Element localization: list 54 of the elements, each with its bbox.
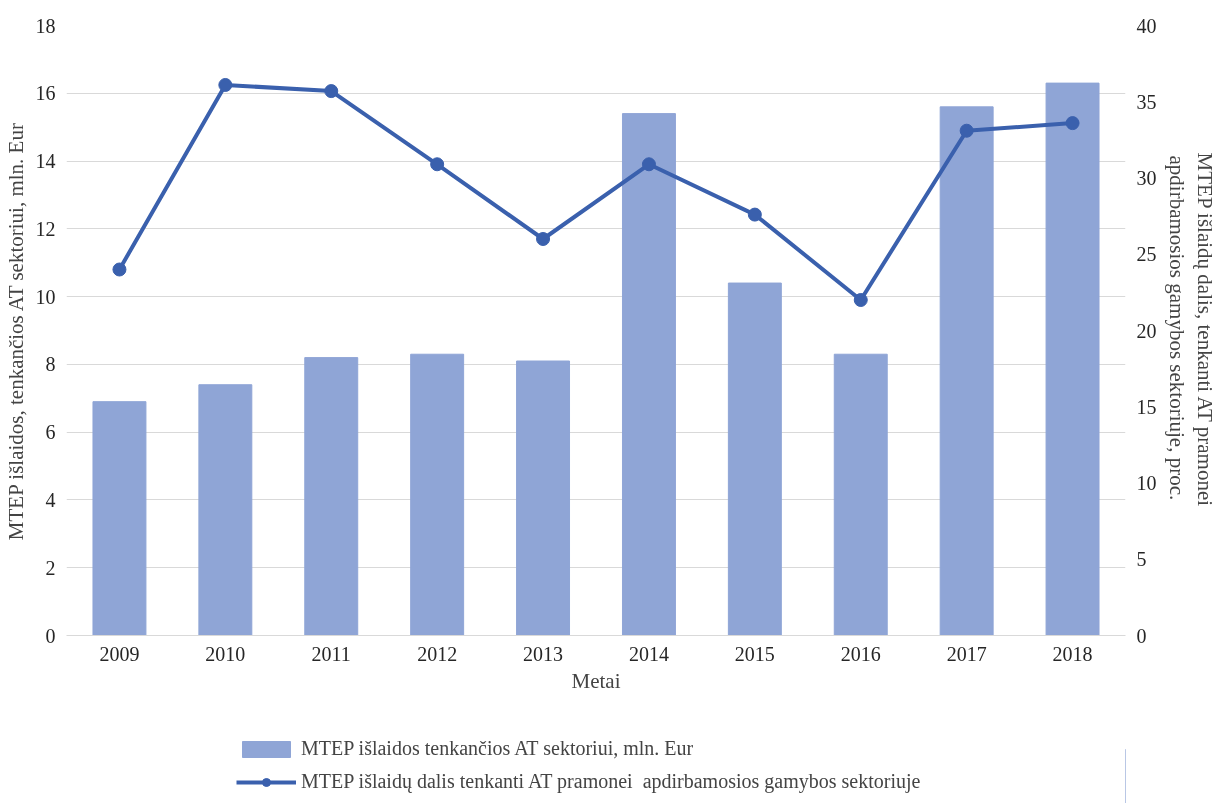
y-tick-label: 8 bbox=[45, 353, 56, 376]
y-tick-label: 18 bbox=[35, 14, 56, 37]
x-tick-label: 2018 bbox=[1052, 642, 1093, 665]
bar bbox=[727, 282, 782, 636]
y2-tick-label: 0 bbox=[1136, 624, 1147, 647]
point bbox=[324, 84, 339, 99]
point bbox=[112, 262, 127, 277]
point bbox=[641, 157, 656, 172]
x-tick-label: 2012 bbox=[417, 642, 458, 665]
y2-tick-label: 40 bbox=[1136, 14, 1157, 37]
point bbox=[218, 77, 233, 92]
bar bbox=[92, 401, 147, 636]
y-tick-label: 16 bbox=[35, 82, 56, 105]
y2-tick-label: 35 bbox=[1136, 90, 1157, 113]
point bbox=[747, 207, 762, 222]
y2-tick-label: 15 bbox=[1136, 395, 1157, 418]
y2-tick-label: 10 bbox=[1136, 472, 1157, 494]
point bbox=[959, 123, 974, 138]
bar bbox=[304, 357, 359, 636]
x-tick-label: 2017 bbox=[946, 642, 987, 665]
y-tick-label: 4 bbox=[45, 488, 56, 511]
x-axis-title: Metai bbox=[571, 668, 621, 693]
x-tick-label: 2016 bbox=[840, 642, 881, 665]
x-tick-label: 2013 bbox=[523, 642, 564, 665]
point bbox=[1065, 116, 1080, 131]
y2-tick-label: 5 bbox=[1136, 548, 1147, 571]
point bbox=[853, 293, 868, 307]
y2-axis-title: MTEP išlaidų dalis, tenkanti AT pramonei apdirbamosios gamybos sektoriuje, proc. bbox=[1164, 152, 1218, 507]
legend-label: MTEP išlaidų dalis tenkanti AT pramonei apdirbamosios gamybos sektoriuje bbox=[301, 770, 921, 793]
x-tick-label: 2015 bbox=[734, 642, 775, 665]
y2-tick-label: 20 bbox=[1136, 319, 1157, 342]
y-tick-label: 0 bbox=[45, 624, 56, 647]
bar bbox=[833, 353, 888, 636]
x-tick-label: 2014 bbox=[628, 642, 669, 665]
point bbox=[430, 157, 445, 172]
bar bbox=[516, 360, 571, 636]
x-tick-label: 2010 bbox=[205, 642, 246, 665]
point bbox=[536, 232, 551, 246]
x-tick-label: 2009 bbox=[99, 642, 140, 665]
bar bbox=[939, 106, 994, 636]
x-tick-label: 2011 bbox=[311, 642, 351, 665]
bar bbox=[621, 113, 676, 636]
bar bbox=[410, 353, 465, 636]
bar bbox=[198, 384, 253, 636]
y-tick-label: 10 bbox=[35, 285, 56, 308]
y-tick-label: 6 bbox=[45, 421, 56, 444]
y-tick-label: 12 bbox=[35, 217, 56, 240]
legend-label: MTEP išlaidos tenkančios AT sektoriui, mln. Eur bbox=[301, 737, 694, 760]
y-tick-label: 2 bbox=[45, 556, 56, 579]
y2-tick-label: 25 bbox=[1136, 243, 1157, 266]
bar bbox=[1045, 82, 1100, 636]
y2-tick-label: 30 bbox=[1136, 167, 1157, 189]
y-tick-label: 14 bbox=[35, 150, 56, 173]
y-axis-title: MTEP išlaidos, tenkančios AT sektoriui, mln. Eur bbox=[3, 123, 28, 541]
